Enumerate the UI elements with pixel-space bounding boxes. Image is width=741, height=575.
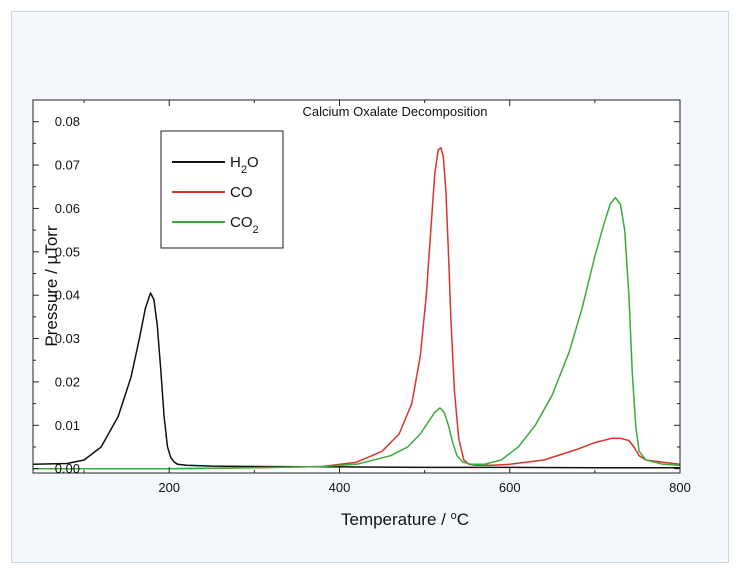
y-tick-label: 0.01 — [55, 418, 80, 433]
legend-label-0: H2O — [230, 154, 259, 176]
series-line-0 — [32, 292, 680, 469]
x-tick-label: 200 — [158, 480, 180, 495]
x-tick-label: 600 — [499, 480, 521, 495]
x-tick-label: 800 — [669, 480, 691, 495]
y-tick-label: 0.02 — [55, 374, 80, 389]
y-axis-label: Pressure / µTorr — [42, 225, 61, 347]
chart-title: Calcium Oxalate Decomposition — [303, 104, 488, 119]
axes: 0.00 0.01 0.02 0.03 0.04 0.05 0.06 0.07 0.08 200 4… — [32, 99, 691, 495]
x-axis-label: Temperature / oC — [341, 510, 469, 529]
legend-label-2: CO2 — [230, 214, 259, 236]
x-tick-label: 400 — [329, 480, 351, 495]
y-tick-label: 0.03 — [55, 331, 80, 346]
series-line-1 — [33, 146, 681, 470]
y-tick-label: 0.05 — [55, 244, 80, 259]
y-tick-label: 0.07 — [55, 158, 80, 173]
plot-area — [33, 100, 680, 473]
legend-label-1: CO — [230, 184, 253, 201]
y-tick-label: 0.04 — [55, 288, 80, 303]
series-line-2 — [33, 196, 681, 470]
y-tick-label: 0.06 — [55, 201, 80, 216]
legend: H2O CO CO2 — [160, 130, 284, 249]
series-layer — [32, 146, 681, 470]
legend-box — [160, 130, 284, 249]
y-tick-label: 0.08 — [55, 114, 80, 129]
y-tick-label: 0.00 — [55, 461, 80, 476]
plot-border — [32, 99, 681, 474]
